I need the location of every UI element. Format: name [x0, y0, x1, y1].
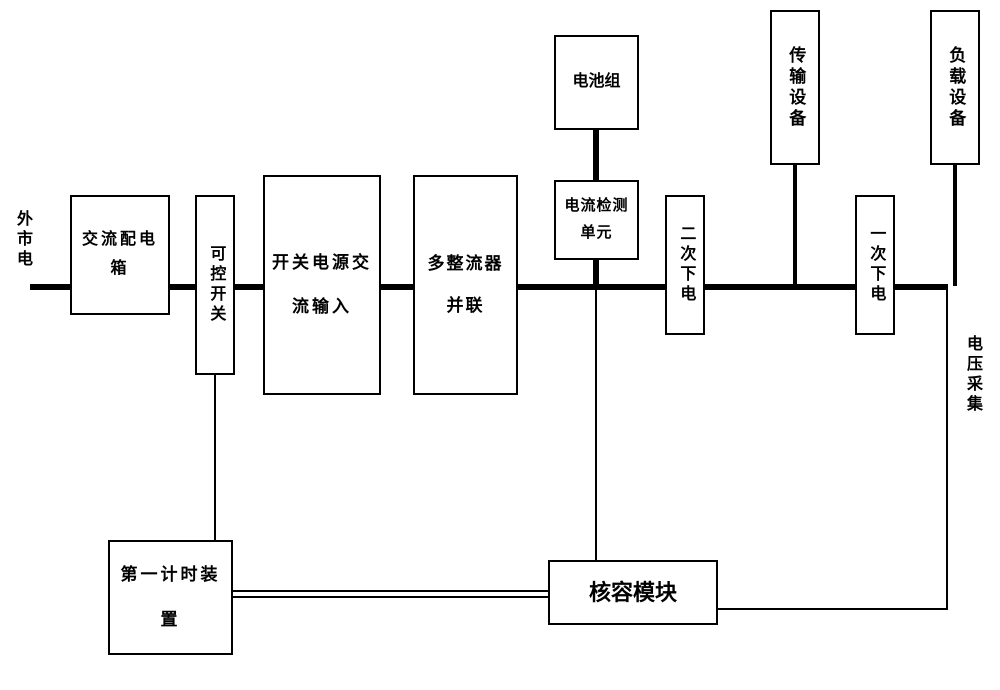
node-switch: 可控开关: [195, 195, 235, 375]
bus-b2: [593, 260, 599, 288]
label-voltage: 电压采集: [960, 335, 984, 415]
node-switch-label: 可控开关: [201, 245, 230, 325]
node-load: 负载设备: [930, 10, 980, 165]
node-batt: 电池组: [554, 35, 639, 130]
bus-b1: [593, 130, 599, 182]
label-mains: 外市电: [10, 210, 34, 270]
bus-tx_v: [793, 165, 797, 286]
node-timer: 第一计时装置: [108, 540, 233, 655]
node-rect: 多整流器并联: [413, 175, 518, 395]
diagram-stage: 交流配电箱 可控开关 开关电源交流输入多整流器并联 电池组电流检测单元二次下电 传输设备…: [0, 0, 1000, 690]
node-rect-label: 多整流器并联: [421, 243, 510, 328]
node-psu_ac: 开关电源交流输入: [263, 175, 381, 395]
node-tx_dev-label: 传输设备: [780, 46, 811, 130]
node-pri_off: 一次下电: [855, 195, 895, 335]
node-tx_dev: 传输设备: [770, 10, 820, 165]
wire-sw_to_core_h: [214, 590, 550, 592]
node-isense-label: 电流检测单元: [562, 193, 631, 247]
node-psu_ac-label: 开关电源交流输入: [271, 241, 373, 329]
node-timer-label: 第一计时装置: [116, 553, 225, 641]
node-core-label: 核容模块: [589, 573, 677, 613]
node-sec_off-label: 二次下电: [671, 225, 700, 305]
node-ac_box: 交流配电箱: [70, 195, 170, 315]
node-pri_off-label: 一次下电: [861, 225, 890, 305]
wire-isense_to_core: [595, 290, 597, 562]
node-isense: 电流检测单元: [554, 180, 639, 260]
node-ac_box-label: 交流配电箱: [78, 226, 162, 284]
wire-volt_v: [946, 290, 948, 610]
node-load-label: 负载设备: [940, 46, 971, 130]
wire-timer_to_core: [233, 596, 550, 598]
node-sec_off: 二次下电: [665, 195, 705, 335]
wire-volt_h: [716, 608, 948, 610]
bus-load_v: [953, 165, 957, 286]
node-core: 核容模块: [548, 560, 718, 625]
node-batt-label: 电池组: [572, 68, 620, 97]
